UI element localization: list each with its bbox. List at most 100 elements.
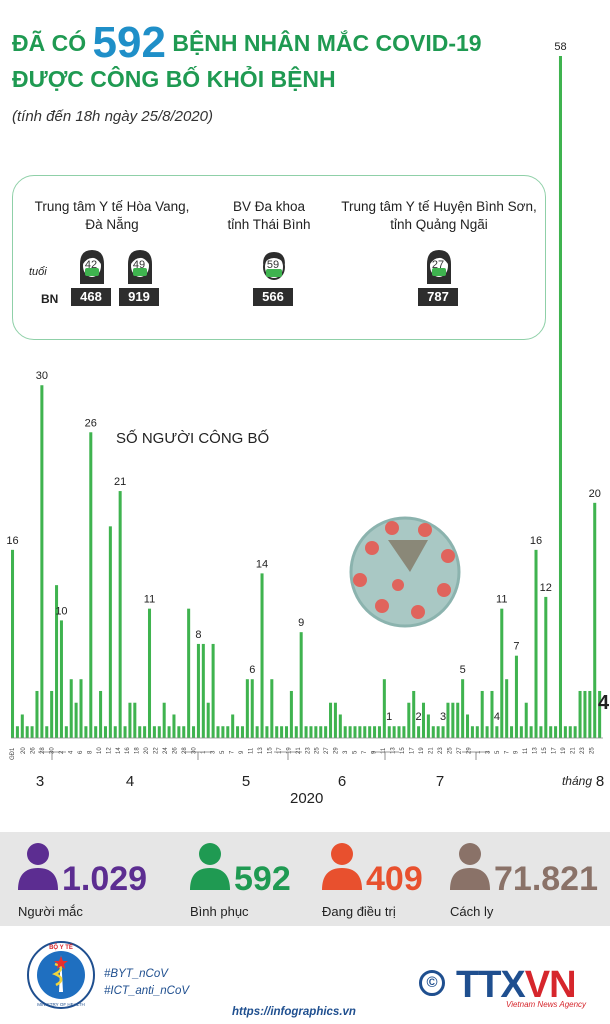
x-tick-label: 13: [391, 747, 397, 754]
stat-treating: 409 Đang điều trị: [322, 842, 423, 919]
x-tick-label: 20: [144, 747, 150, 754]
bar: [231, 714, 235, 738]
title-suffix: BỆNH NHÂN MẮC COVID-19: [172, 30, 482, 56]
bar: [573, 726, 577, 738]
ministry-of-health-logo: BỘ Y TẾ MINISTRY OF HEALTH: [27, 941, 95, 1009]
x-tick-label: 23: [438, 747, 444, 754]
bar: [113, 726, 117, 738]
bar: [94, 726, 98, 738]
page-title: ĐÃ CÓ 592 BỆNH NHÂN MẮC COVID-19 ĐƯỢC CÔ…: [12, 21, 552, 94]
bn-label: BN: [41, 292, 59, 306]
bar: [11, 549, 15, 738]
x-tick-label: 21: [296, 747, 302, 754]
website-link[interactable]: https://infographics.vn: [232, 1006, 356, 1018]
bar: [84, 726, 88, 738]
bar-value-label: 4: [494, 711, 500, 723]
bar: [558, 56, 562, 738]
bar: [446, 702, 450, 738]
bar: [280, 726, 284, 738]
bar: [216, 726, 220, 738]
bar-value-label: 21: [114, 476, 126, 488]
x-tick-label: 24: [163, 747, 169, 754]
bar: [304, 726, 308, 738]
bar: [343, 726, 347, 738]
bar: [162, 702, 166, 738]
x-tick-label: 28: [182, 747, 188, 754]
x-tick-label: 25: [447, 747, 453, 754]
bar: [30, 726, 34, 738]
x-tick-label: 5: [353, 750, 359, 754]
patient-age: 49: [132, 259, 146, 271]
virus-illustration-icon: [349, 516, 461, 628]
x-tick-label: 6: [78, 750, 84, 754]
bar: [470, 726, 474, 738]
patient-age: 42: [84, 259, 98, 271]
bar-value-label: 5: [460, 664, 466, 676]
bar: [69, 679, 73, 738]
bar: [485, 726, 489, 738]
x-tick-label: 13: [533, 747, 539, 754]
bar: [392, 726, 396, 738]
bar: [103, 726, 107, 738]
bar: [167, 726, 171, 738]
title-line-1: ĐÃ CÓ 592 BỆNH NHÂN MẮC COVID-19: [12, 21, 552, 65]
bar-value-label: 3: [440, 711, 446, 723]
bar: [441, 726, 445, 738]
bar: [568, 726, 572, 738]
bar: [275, 726, 279, 738]
bar: [240, 726, 244, 738]
bar: [382, 679, 386, 738]
bar: [123, 726, 127, 738]
patient-id: 468: [71, 288, 111, 306]
bar: [245, 679, 249, 738]
bar-value-label: 4: [598, 692, 610, 714]
bar: [45, 726, 49, 738]
bar: [524, 702, 528, 738]
x-tick-label: 29: [466, 747, 472, 754]
month-label: 3: [36, 773, 44, 790]
person-icon: [322, 843, 362, 890]
bar-value-label: 16: [530, 535, 542, 547]
month-divider: [184, 751, 212, 760]
patient-id: 566: [253, 288, 293, 306]
bar: [417, 726, 421, 738]
agency-name: Vietnam News Agency: [506, 1000, 587, 1009]
bar: [407, 702, 411, 738]
bar: [534, 549, 538, 738]
bar: [25, 726, 29, 738]
x-tick-label: 15: [267, 747, 273, 754]
bar: [377, 726, 381, 738]
bar: [397, 726, 401, 738]
stat-label: Đang điều trị: [322, 904, 396, 919]
bar: [211, 643, 215, 738]
stat-value: 71.821: [494, 860, 598, 898]
x-tick-label: 25: [315, 747, 321, 754]
bar: [177, 726, 181, 738]
bar: [348, 726, 352, 738]
bar: [387, 726, 391, 738]
x-tick-label: 7: [362, 750, 368, 754]
title-prefix: ĐÃ CÓ: [12, 30, 87, 56]
ttx-text: TTX: [456, 964, 526, 1006]
x-tick-label: 16: [125, 747, 131, 754]
bar: [431, 726, 435, 738]
x-tick-label: 23: [580, 747, 586, 754]
bar: [15, 726, 19, 738]
bar: [544, 596, 548, 738]
x-tick-label: 27: [457, 747, 463, 754]
bar: [221, 726, 225, 738]
bar: [319, 726, 323, 738]
x-tick-label: 7: [504, 750, 510, 754]
bar: [593, 502, 597, 738]
group-binh-son: Trung tâm Y tế Huyện Bình Sơn, tỉnh Quản…: [339, 198, 539, 234]
year-label: 2020: [290, 790, 324, 807]
bar: [373, 726, 377, 738]
x-tick-label: 13: [258, 747, 264, 754]
person-icon: [190, 843, 230, 890]
hashtag-ict[interactable]: #ICT_anti_nCoV: [104, 985, 190, 997]
month-divider: [38, 751, 66, 760]
month-divider: [371, 751, 399, 760]
patient-age: 27: [431, 259, 445, 271]
hashtag-byt[interactable]: #BYT_nCoV: [104, 968, 168, 980]
bar: [201, 643, 205, 738]
